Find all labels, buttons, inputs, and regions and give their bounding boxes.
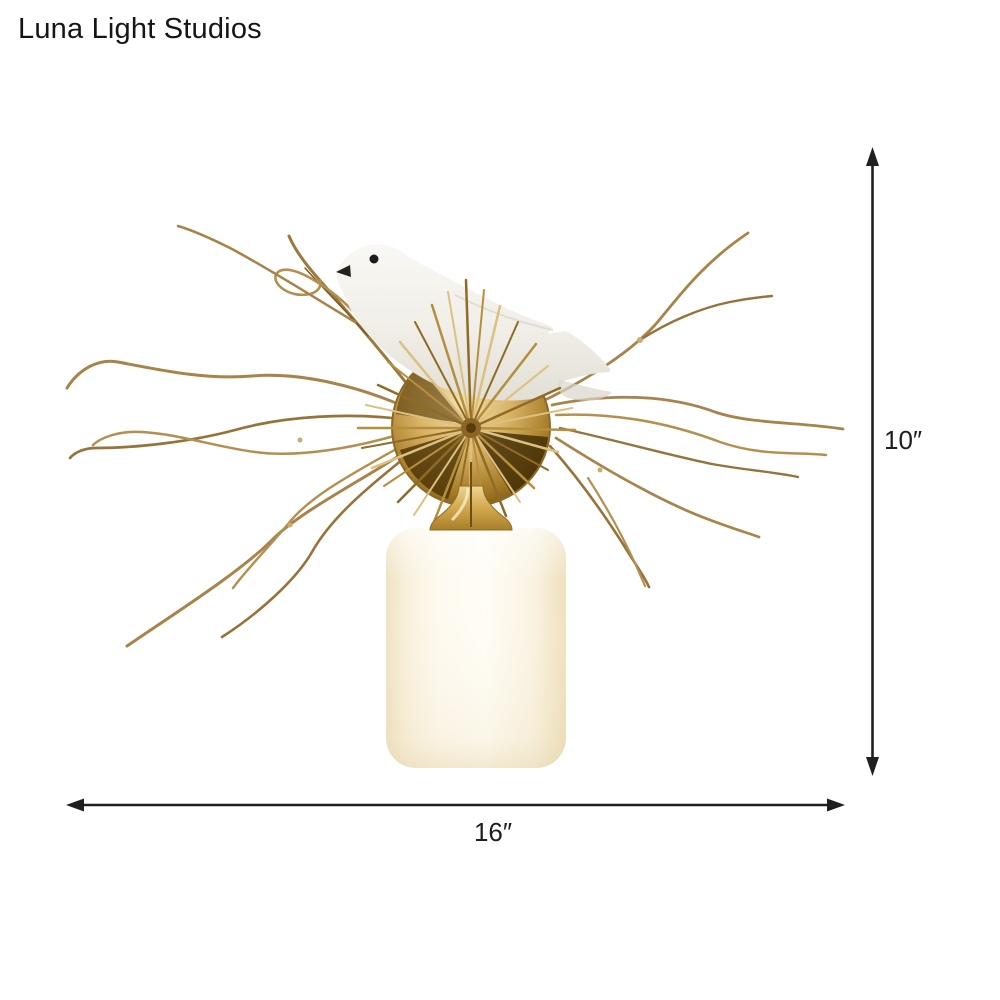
width-dimension-arrow <box>66 798 845 812</box>
bird-tail-shadow <box>558 380 612 401</box>
bird-eye <box>369 254 379 264</box>
brand-watermark: Luna Light Studios <box>18 13 262 45</box>
bird-body <box>336 244 611 401</box>
branch-right-group <box>543 231 845 589</box>
glass-shade <box>386 528 566 768</box>
height-dimension-arrow <box>866 147 879 776</box>
bird-figure <box>336 244 612 401</box>
bird-beak <box>336 265 351 277</box>
branch-left-group <box>65 224 420 648</box>
width-dimension-label: 16″ <box>473 817 513 847</box>
height-dimension-label: 10″ <box>884 425 923 455</box>
lamp-fitter <box>429 462 513 531</box>
sunburst-spikes <box>356 278 577 538</box>
